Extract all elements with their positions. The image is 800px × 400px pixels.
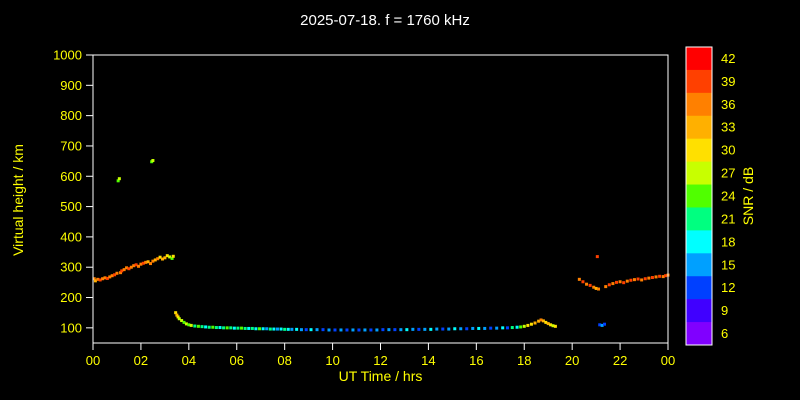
svg-text:02: 02 <box>134 353 148 368</box>
y-ticks: 100 200 300 400 500 600 700 800 900 1000 <box>53 48 93 335</box>
svg-text:6: 6 <box>721 326 728 341</box>
svg-text:42: 42 <box>721 51 735 66</box>
svg-text:400: 400 <box>60 229 82 244</box>
colorbar <box>685 46 713 346</box>
x-ticks: 00 02 04 06 08 10 12 14 16 18 20 22 00 <box>86 343 675 368</box>
svg-text:27: 27 <box>721 166 735 181</box>
svg-text:300: 300 <box>60 260 82 275</box>
colorbar-tick-labels: 42 39 36 33 30 27 24 21 18 15 12 9 6 <box>721 51 735 341</box>
svg-text:18: 18 <box>517 353 531 368</box>
svg-text:04: 04 <box>182 353 196 368</box>
svg-text:800: 800 <box>60 108 82 123</box>
colorbar-frame <box>685 46 713 346</box>
svg-text:600: 600 <box>60 169 82 184</box>
svg-text:21: 21 <box>721 211 735 226</box>
svg-text:06: 06 <box>230 353 244 368</box>
svg-text:18: 18 <box>721 234 735 249</box>
svg-text:30: 30 <box>721 143 735 158</box>
svg-text:00: 00 <box>661 353 675 368</box>
data-points <box>92 158 670 332</box>
x-axis-label: UT Time / hrs <box>338 368 423 384</box>
svg-text:200: 200 <box>60 290 82 305</box>
svg-text:12: 12 <box>721 280 735 295</box>
svg-text:20: 20 <box>565 353 579 368</box>
svg-text:1000: 1000 <box>53 48 82 63</box>
svg-text:22: 22 <box>613 353 627 368</box>
svg-text:100: 100 <box>60 320 82 335</box>
svg-text:36: 36 <box>721 97 735 112</box>
svg-text:24: 24 <box>721 189 735 204</box>
svg-text:10: 10 <box>325 353 339 368</box>
svg-text:33: 33 <box>721 120 735 135</box>
chart-title: 2025-07-18. f = 1760 kHz <box>300 12 470 29</box>
svg-text:08: 08 <box>277 353 291 368</box>
svg-text:500: 500 <box>60 199 82 214</box>
svg-text:39: 39 <box>721 74 735 89</box>
svg-text:16: 16 <box>469 353 483 368</box>
plot-frame <box>92 54 669 344</box>
svg-text:14: 14 <box>421 353 435 368</box>
svg-text:15: 15 <box>721 257 735 272</box>
svg-text:00: 00 <box>86 353 100 368</box>
svg-text:9: 9 <box>721 303 728 318</box>
svg-text:12: 12 <box>373 353 387 368</box>
svg-text:900: 900 <box>60 78 82 93</box>
svg-text:700: 700 <box>60 138 82 153</box>
